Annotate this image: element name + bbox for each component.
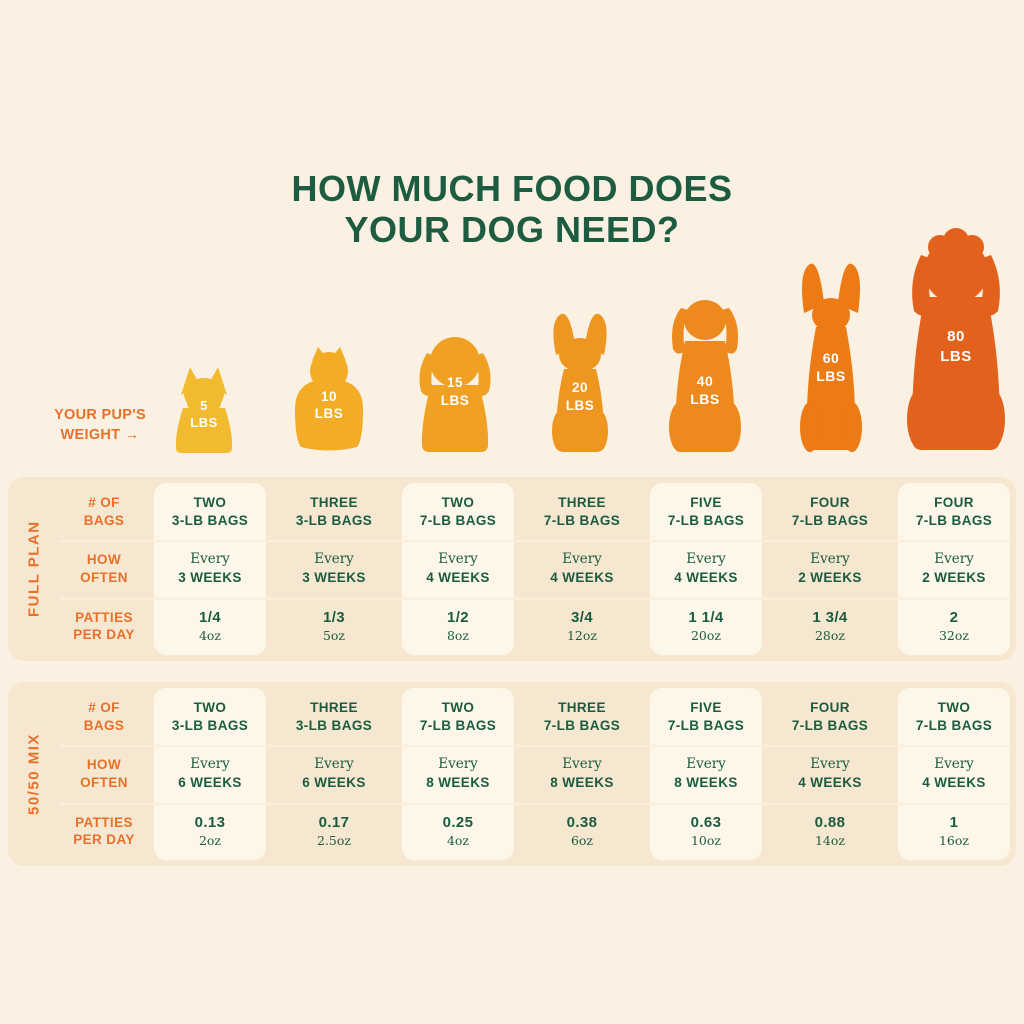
row-label-bags: # OF BAGS <box>83 699 125 733</box>
row-label-frequency: HOW OFTEN <box>80 757 128 790</box>
large-doodle-dog-icon <box>907 228 1005 450</box>
row-divider <box>60 745 1010 747</box>
page-title: HOW MUCH FOOD DOES YOUR DOG NEED? <box>0 168 1024 251</box>
shepherd-dog-icon <box>800 263 862 452</box>
frequency-cell: Every 4 WEEKS <box>798 756 862 790</box>
table-name-full-plan: FULL PLAN <box>25 520 43 618</box>
frequency-cell: Every 6 WEEKS <box>302 756 366 790</box>
patties-cell: 0.63 10oz <box>690 814 722 848</box>
doodle-dog-icon <box>419 337 491 452</box>
terrier-dog-icon <box>175 367 233 453</box>
row-label-patties: PATTIES PER DAY <box>73 609 135 643</box>
table-full-plan: FULL PLAN # OF BAGS TWO 3-LB BAGS THREE 3-LB … <box>8 477 1016 661</box>
frequency-cell: Every 8 WEEKS <box>550 756 614 790</box>
dog-weight-label: 10 LBS <box>314 388 344 422</box>
dog-weight-label: 15 LBS <box>440 375 470 408</box>
patties-cell: 0.38 6oz <box>566 814 598 848</box>
row-label-bags: # OF BAGS <box>83 494 125 528</box>
dog-size-row: 5 LBS 10 LBS 15 LBS <box>0 227 1024 455</box>
frequency-cell: Every 8 WEEKS <box>426 756 490 790</box>
frequency-cell: Every 4 WEEKS <box>426 551 490 585</box>
column-strip <box>650 483 762 655</box>
bags-cell: FIVE 7-LB BAGS <box>667 699 745 733</box>
french-bulldog-icon <box>552 313 608 452</box>
column-strip <box>402 688 514 860</box>
dog-80-lbs: 80 LBS <box>900 227 1012 455</box>
patties-cell: 1/3 5oz <box>322 609 346 643</box>
patties-cell: 1/2 8oz <box>446 609 470 643</box>
bags-cell: FOUR 7-LB BAGS <box>791 494 869 528</box>
row-label-patties: PATTIES PER DAY <box>73 814 135 848</box>
patties-cell: 1 1/4 20oz <box>688 609 724 643</box>
bags-cell: TWO 7-LB BAGS <box>419 699 497 733</box>
frequency-cell: Every 4 WEEKS <box>922 756 986 790</box>
column-strip <box>154 483 266 655</box>
patties-cell: 0.25 4oz <box>442 814 474 848</box>
dog-10-lbs: 10 LBS <box>287 343 371 455</box>
bags-cell: THREE 3-LB BAGS <box>295 494 373 528</box>
row-divider <box>60 540 1010 542</box>
column-strip <box>898 483 1010 655</box>
patties-cell: 0.88 14oz <box>814 814 846 848</box>
bags-cell: TWO 3-LB BAGS <box>171 494 249 528</box>
column-strip <box>650 688 762 860</box>
frequency-cell: Every 2 WEEKS <box>798 551 862 585</box>
dog-weight-label: 80 LBS <box>940 328 972 365</box>
bags-cell: FOUR 7-LB BAGS <box>791 699 869 733</box>
column-strip <box>898 688 1010 860</box>
frequency-cell: Every 4 WEEKS <box>674 551 738 585</box>
frequency-cell: Every 4 WEEKS <box>550 551 614 585</box>
page-title-line2: YOUR DOG NEED? <box>344 209 680 251</box>
bags-cell: TWO 7-LB BAGS <box>915 699 993 733</box>
patties-cell: 2 32oz <box>938 609 970 643</box>
frequency-cell: Every 8 WEEKS <box>674 756 738 790</box>
pomeranian-dog-icon <box>295 347 363 451</box>
bags-cell: THREE 7-LB BAGS <box>543 699 621 733</box>
bags-cell: TWO 3-LB BAGS <box>171 699 249 733</box>
dog-5-lbs: 5 LBS <box>169 363 239 455</box>
patties-cell: 1 3/4 28oz <box>812 609 848 643</box>
page-title-line1: HOW MUCH FOOD DOES <box>291 168 733 209</box>
patties-cell: 1/4 4oz <box>198 609 222 643</box>
dog-15-lbs: 15 LBS <box>412 329 498 455</box>
pup-weight-pointer-line2: WEIGHT → <box>60 426 140 443</box>
dog-weight-label: 60 LBS <box>816 350 846 385</box>
5050-mix-grid: # OF BAGS TWO 3-LB BAGS THREE 3-LB BAGS TWO 7-L… <box>60 688 1016 860</box>
dog-40-lbs: 40 LBS <box>664 289 746 455</box>
patties-cell: 1 16oz <box>938 814 970 848</box>
bags-cell: THREE 3-LB BAGS <box>295 699 373 733</box>
retriever-dog-icon <box>669 300 741 452</box>
frequency-cell: Every 3 WEEKS <box>302 551 366 585</box>
dog-60-lbs: 60 LBS <box>795 259 867 455</box>
frequency-cell: Every 6 WEEKS <box>178 756 242 790</box>
row-divider <box>60 598 1010 600</box>
full-plan-grid: # OF BAGS TWO 3-LB BAGS THREE 3-LB BAGS TWO 7-L… <box>60 483 1016 655</box>
patties-cell: 3/4 12oz <box>566 609 598 643</box>
column-strip <box>154 688 266 860</box>
row-label-frequency: HOW OFTEN <box>80 552 128 585</box>
bags-cell: THREE 7-LB BAGS <box>543 494 621 528</box>
pup-weight-pointer: YOUR PUP'S WEIGHT → <box>36 406 164 445</box>
bags-cell: FOUR 7-LB BAGS <box>915 494 993 528</box>
pup-weight-pointer-line1: YOUR PUP'S <box>54 407 146 423</box>
bags-cell: FIVE 7-LB BAGS <box>667 494 745 528</box>
frequency-cell: Every 2 WEEKS <box>922 551 986 585</box>
frequency-cell: Every 3 WEEKS <box>178 551 242 585</box>
dog-weight-label: 40 LBS <box>690 373 720 408</box>
row-divider <box>60 803 1010 805</box>
dog-20-lbs: 20 LBS <box>544 309 616 455</box>
dog-weight-label: 20 LBS <box>565 380 595 413</box>
patties-cell: 0.13 2oz <box>194 814 226 848</box>
column-strip <box>402 483 514 655</box>
patties-cell: 0.17 2.5oz <box>317 814 351 848</box>
dog-weight-label: 5 LBS <box>190 397 218 430</box>
bags-cell: TWO 7-LB BAGS <box>419 494 497 528</box>
table-name-5050-mix: 50/50 MIX <box>25 733 43 815</box>
table-5050-mix: 50/50 MIX # OF BAGS TWO 3-LB BAGS THREE 3-LB … <box>8 682 1016 866</box>
